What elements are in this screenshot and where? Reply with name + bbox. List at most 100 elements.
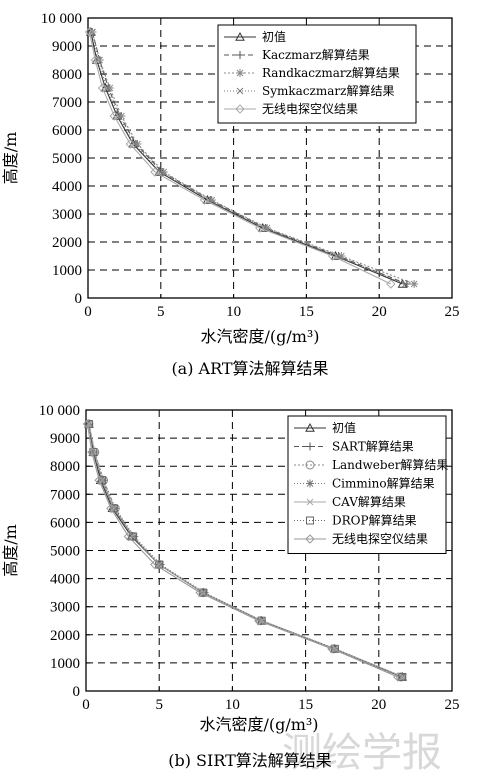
data-point <box>150 559 160 570</box>
legend-label: 初值 <box>262 29 286 44</box>
legend-swatch-marker <box>306 479 314 488</box>
data-point <box>98 476 107 485</box>
series-line <box>91 31 406 285</box>
legend-label: Cimmino解算结果 <box>332 476 435 491</box>
legend-swatch-marker <box>305 534 315 544</box>
legend-swatch-marker <box>305 460 315 470</box>
data-point <box>87 447 97 457</box>
data-point <box>106 503 116 514</box>
series-line <box>88 31 392 285</box>
data-point <box>90 55 100 65</box>
y-tick-label: 6000 <box>50 515 80 531</box>
y-tick-label: 8000 <box>52 67 82 83</box>
y-tick-label: 0 <box>75 291 83 307</box>
y-tick-label: 2000 <box>50 628 80 644</box>
chart-panel-1: 0 5 10 15 20 25 0 1000 2000 3000 4000 5000 6000 7000 8… <box>1 11 460 378</box>
y-tick-label: 9000 <box>52 39 82 55</box>
legend-label: Kaczmarz解算结果 <box>262 47 370 62</box>
watermark: 测绘学报 <box>282 730 442 776</box>
y-tick-label: 2000 <box>52 235 82 251</box>
data-point <box>327 644 337 654</box>
x-tick-label: 0 <box>82 697 90 713</box>
chart-panel-2: 0 5 10 15 20 25 0 1000 2000 3000 4000 5000 6000 7000 8… <box>1 403 460 770</box>
y-tick-label: 7000 <box>50 487 80 503</box>
legend-swatch-marker <box>305 422 315 432</box>
legend-swatch-marker <box>235 31 245 41</box>
data-point <box>84 27 95 37</box>
chart-caption: (a) ART算法解算结果 <box>171 359 328 378</box>
x-tick-label: 25 <box>445 697 460 713</box>
x-tick-label: 5 <box>157 304 165 320</box>
data-point <box>255 223 265 233</box>
data-point <box>402 280 411 288</box>
data-point <box>254 616 264 626</box>
legend-box <box>287 415 447 554</box>
x-tick-label: 20 <box>371 697 386 713</box>
y-axis-label: 高度/m <box>1 524 20 577</box>
data-point <box>94 475 104 485</box>
data-point <box>150 167 160 177</box>
series-line <box>88 423 403 678</box>
legend-label: 无线电探空仪结果 <box>262 102 358 116</box>
data-point <box>109 111 119 121</box>
y-tick-label: 3000 <box>52 207 82 223</box>
legend-label: Symkaczmarz解算结果 <box>262 83 394 98</box>
y-axis-label: 高度/m <box>1 132 20 185</box>
data-point <box>410 280 419 288</box>
y-tick-label: 0 <box>73 684 81 700</box>
legend-swatch-marker <box>306 442 314 451</box>
series-line <box>91 31 415 285</box>
y-tick-label: 4000 <box>52 179 82 195</box>
y-tick-label: 1000 <box>52 263 82 279</box>
legend-swatch-marker <box>306 516 314 525</box>
x-tick-label: 10 <box>225 697 240 713</box>
legend-label: DROP解算结果 <box>332 513 417 528</box>
legend-swatch-marker <box>306 498 314 506</box>
data-point <box>393 672 403 682</box>
data-point <box>402 280 409 288</box>
y-tick-label: 9000 <box>50 431 80 447</box>
data-point <box>386 279 396 289</box>
x-tick-label: 5 <box>155 697 163 713</box>
data-point <box>125 139 135 149</box>
y-tick-label: 6000 <box>52 123 82 139</box>
x-tick-label: 10 <box>226 304 241 320</box>
legend-label: 无线电探空仪结果 <box>332 532 428 546</box>
y-tick-label: 4000 <box>50 572 80 588</box>
legend: 初值 Kaczmarz解算结果 Randkaczmarz解算结果 Symkaczmar… <box>217 24 417 124</box>
legend: 初值 SART解算结果 Landweber解算结果 Cimmino解算结果 CAV解算结… <box>287 415 448 554</box>
legend-swatch-marker <box>236 51 244 59</box>
y-tick-label: 1000 <box>50 656 80 672</box>
data-point <box>199 195 210 205</box>
x-axis-label: 水汽密度/(g/m³) <box>200 327 319 346</box>
y-tick-label: 10 000 <box>41 11 82 27</box>
legend-label: CAV解算结果 <box>332 494 406 509</box>
legend-label: SART解算结果 <box>332 439 414 454</box>
data-point <box>128 532 137 541</box>
legend-label: 初值 <box>332 420 356 435</box>
x-tick-label: 0 <box>84 304 92 320</box>
series-line <box>86 423 399 678</box>
y-tick-label: 7000 <box>52 95 82 111</box>
y-tick-label: 8000 <box>50 459 80 475</box>
legend-label: Landweber解算结果 <box>332 457 448 472</box>
y-tick-label: 5000 <box>52 151 82 167</box>
x-tick-label: 15 <box>298 697 313 713</box>
legend-swatch-marker <box>236 87 244 95</box>
data-point <box>82 419 93 429</box>
legend-label: Randkaczmarz解算结果 <box>262 65 400 80</box>
series-line <box>88 423 404 678</box>
y-tick-label: 5000 <box>50 544 80 560</box>
y-tick-label: 10 000 <box>39 403 80 419</box>
x-tick-label: 25 <box>445 304 460 320</box>
y-tick-label: 3000 <box>50 600 80 616</box>
data-point <box>398 672 407 681</box>
data-point <box>327 251 338 261</box>
chart-caption: (b) SIRT算法解算结果 <box>168 751 332 770</box>
legend-box <box>217 24 417 124</box>
data-point <box>195 587 205 598</box>
legend-swatch-marker <box>235 104 245 114</box>
x-axis-label: 水汽密度/(g/m³) <box>199 715 318 734</box>
x-tick-label: 20 <box>372 304 387 320</box>
